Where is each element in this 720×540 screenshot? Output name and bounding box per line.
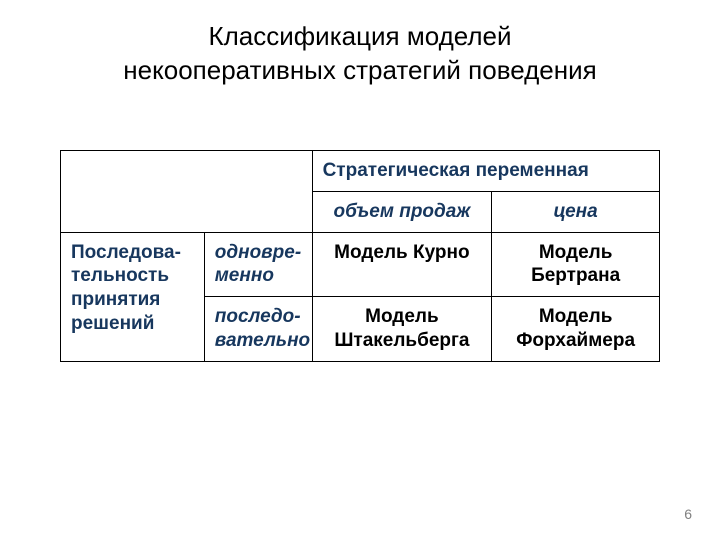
classification-table-container: Стратегическая переменная объем продаж ц…: [60, 150, 660, 362]
row-group-label: Последова-тельность принятия решений: [61, 232, 205, 361]
timing-label: одновре-менно: [204, 232, 312, 297]
slide-title: Классификация моделей некооперативных ст…: [0, 0, 720, 88]
classification-table: Стратегическая переменная объем продаж ц…: [60, 150, 660, 362]
page-number: 6: [684, 506, 692, 522]
model-cell: Модель Штакельберга: [312, 297, 492, 362]
subheader-price: цена: [492, 191, 660, 232]
timing-label: последо-вательно: [204, 297, 312, 362]
slide: Классификация моделей некооперативных ст…: [0, 0, 720, 540]
model-cell: Модель Бертрана: [492, 232, 660, 297]
model-cell: Модель Курно: [312, 232, 492, 297]
empty-corner-cell: [61, 151, 313, 233]
strategic-variable-header: Стратегическая переменная: [312, 151, 659, 192]
model-cell: Модель Форхаймера: [492, 297, 660, 362]
subheader-volume: объем продаж: [312, 191, 492, 232]
table-row: Стратегическая переменная: [61, 151, 660, 192]
table-row: Последова-тельность принятия решений одн…: [61, 232, 660, 297]
